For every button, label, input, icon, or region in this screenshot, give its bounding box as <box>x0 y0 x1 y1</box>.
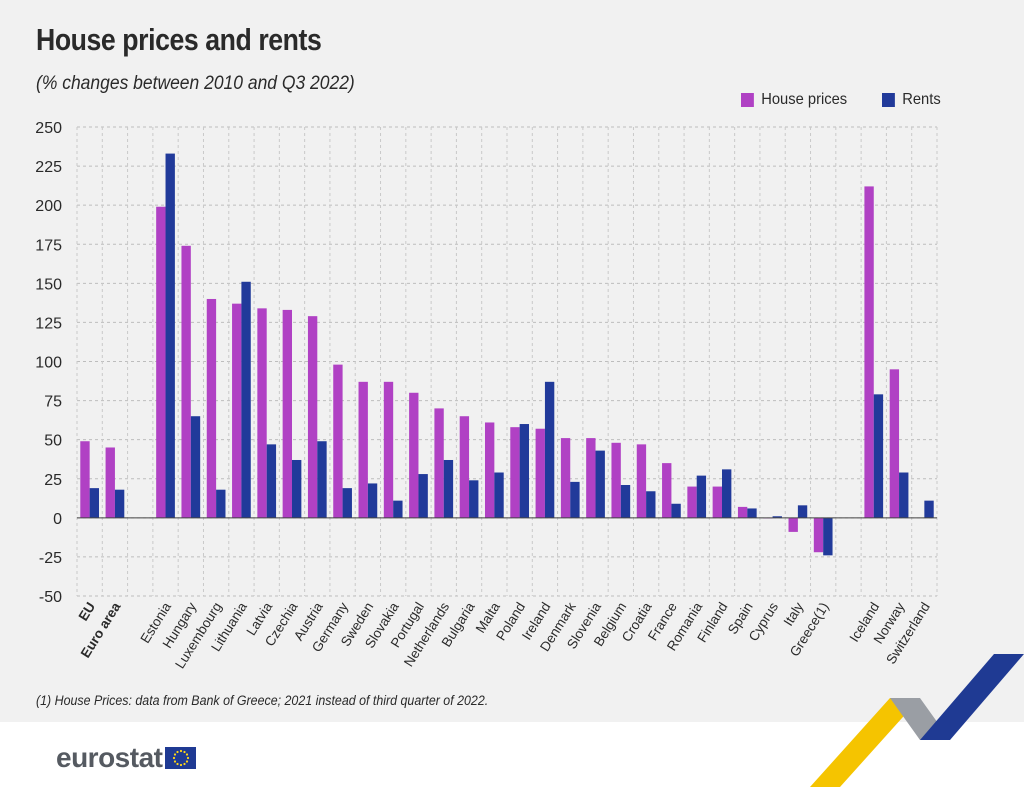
y-tick-label: 100 <box>35 355 62 372</box>
bar-rents <box>899 472 909 518</box>
legend-item-house-prices: House prices <box>741 91 847 109</box>
bar-rents <box>393 500 403 518</box>
bar-house-prices <box>257 308 267 518</box>
bar-rents <box>544 381 555 518</box>
legend-swatch-rents <box>882 93 896 107</box>
chart-legend: House prices Rents <box>741 91 946 109</box>
y-tick-label: 0 <box>53 511 62 528</box>
bar-house-prices <box>383 381 394 518</box>
bar-house-prices <box>105 447 115 518</box>
bar-house-prices <box>889 369 900 518</box>
bar-house-prices <box>636 444 647 518</box>
bar-rents <box>772 516 782 518</box>
y-tick-label: 50 <box>44 433 62 450</box>
chart-title: House prices and rents <box>36 22 322 57</box>
bar-house-prices <box>864 186 874 518</box>
bar-rents <box>317 441 327 518</box>
bar-rents <box>114 489 125 518</box>
bar-house-prices <box>510 427 520 518</box>
legend-item-rents: Rents <box>882 91 941 109</box>
bar-house-prices <box>813 517 824 553</box>
bar-rents <box>494 472 504 518</box>
bar-house-prices <box>206 298 217 518</box>
bar-rents <box>823 517 833 556</box>
y-tick-label: 75 <box>44 394 62 411</box>
y-tick-label: 250 <box>35 120 62 137</box>
decorative-chevrons <box>810 654 1024 787</box>
bar-rents <box>873 394 884 518</box>
bar-house-prices <box>282 309 292 518</box>
eu-flag-icon <box>165 747 197 769</box>
y-tick-label: 125 <box>35 315 62 332</box>
bar-rents <box>418 474 428 518</box>
legend-label-rents: Rents <box>902 91 942 108</box>
y-tick-label: -25 <box>39 550 62 567</box>
bar-rents <box>216 489 226 518</box>
chart-subtitle: (% changes between 2010 and Q3 2022) <box>36 73 355 94</box>
bar-rents <box>367 483 378 518</box>
bar-rents <box>241 281 251 518</box>
bar-house-prices <box>484 422 495 518</box>
bar-house-prices <box>662 463 672 518</box>
bar-rents <box>266 444 277 518</box>
bar-house-prices <box>586 438 596 518</box>
bar-house-prices <box>307 316 318 518</box>
bar-house-prices <box>535 428 545 518</box>
bar-house-prices <box>560 438 571 518</box>
bar-rents <box>671 503 681 518</box>
bar-house-prices <box>788 517 798 532</box>
bar-house-prices <box>358 381 368 518</box>
bar-house-prices <box>611 442 621 518</box>
bar-house-prices <box>181 245 191 518</box>
bar-house-prices <box>434 408 444 518</box>
bar-chart: 2502252001751501251007550250-25-50EUEuro… <box>35 120 938 671</box>
y-tick-label: 150 <box>35 276 62 293</box>
bar-rents <box>797 505 808 518</box>
bar-rents <box>165 153 175 518</box>
bar-rents <box>696 475 707 518</box>
bar-rents <box>469 480 479 518</box>
bar-house-prices <box>459 416 470 518</box>
footnote: (1) House Prices: data from Bank of Gree… <box>36 693 489 708</box>
bar-rents <box>342 488 352 518</box>
bar-house-prices <box>737 506 748 518</box>
bar-rents <box>519 424 530 518</box>
bar-rents <box>443 459 454 518</box>
bar-rents <box>292 459 302 518</box>
bar-rents <box>620 485 631 518</box>
bar-rents <box>190 416 201 518</box>
bar-house-prices <box>156 206 166 518</box>
y-tick-label: 200 <box>35 198 62 215</box>
bar-rents <box>722 469 732 518</box>
legend-swatch-house-prices <box>741 93 754 107</box>
bar-rents <box>924 500 934 518</box>
legend-label-house-prices: House prices <box>761 91 848 108</box>
bar-house-prices <box>687 486 697 518</box>
y-tick-label: -50 <box>39 589 62 606</box>
bar-rents <box>595 450 605 518</box>
bar-house-prices <box>232 303 242 518</box>
bar-rents <box>570 481 580 518</box>
x-tick-label: EU <box>76 600 99 624</box>
y-tick-label: 25 <box>44 472 62 489</box>
eurostat-logo: eurostat <box>56 742 197 774</box>
bar-rents <box>89 488 100 518</box>
bar-house-prices <box>409 392 419 518</box>
y-tick-label: 225 <box>35 159 62 176</box>
y-tick-label: 175 <box>35 237 62 254</box>
bar-house-prices <box>80 441 90 518</box>
bar-rents <box>646 491 656 518</box>
bar-house-prices <box>333 364 343 518</box>
logo-text: eurostat <box>56 742 163 773</box>
bar-rents <box>747 508 757 518</box>
bar-house-prices <box>712 486 722 518</box>
